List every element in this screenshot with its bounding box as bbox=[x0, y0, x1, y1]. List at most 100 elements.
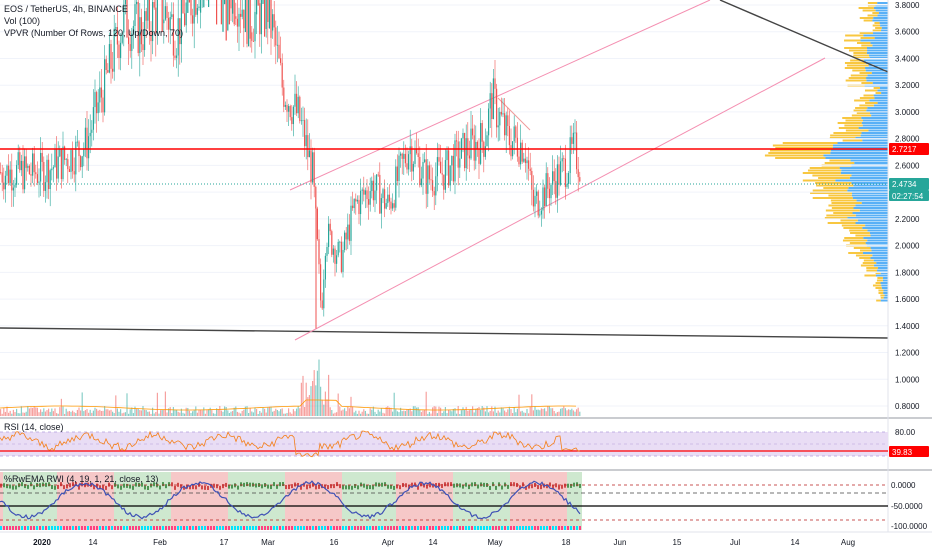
down-trendline[interactable] bbox=[719, 0, 889, 73]
candle-body bbox=[243, 9, 245, 29]
candle-body bbox=[238, 13, 240, 27]
vpvr-up-bar bbox=[823, 154, 888, 157]
rwema-spike bbox=[129, 484, 131, 489]
rwema-spike bbox=[453, 483, 455, 488]
rwema-band bbox=[102, 472, 105, 530]
candle-body bbox=[235, 16, 237, 19]
vpvr-down-bar bbox=[872, 12, 879, 14]
volume-bar bbox=[144, 409, 146, 416]
rsi-legend[interactable]: RSI (14, close) bbox=[4, 422, 64, 432]
price-pane[interactable] bbox=[0, 0, 888, 418]
rwema-bottom-bar bbox=[36, 526, 38, 530]
rwema-band bbox=[381, 472, 384, 530]
volume-bar bbox=[432, 407, 434, 416]
volume-bar bbox=[305, 382, 307, 416]
volume-bar bbox=[576, 409, 578, 416]
support-trendline[interactable] bbox=[0, 327, 889, 339]
rwema-bottom-bar bbox=[321, 526, 323, 530]
candle-body bbox=[422, 161, 424, 179]
volume-bar bbox=[379, 411, 381, 416]
rwema-band bbox=[309, 472, 312, 530]
volume-bar bbox=[324, 391, 326, 416]
rsi-value-badge-text: 39.83 bbox=[892, 448, 913, 457]
candle-body bbox=[284, 105, 286, 107]
rwema-band bbox=[240, 472, 243, 530]
volume-bar bbox=[334, 412, 336, 416]
volume-bar bbox=[430, 413, 432, 416]
rwema-bottom-bar bbox=[315, 526, 317, 530]
rwema-bottom-bar bbox=[231, 526, 233, 530]
vpvr-up-bar bbox=[863, 34, 888, 37]
candle-body bbox=[280, 58, 282, 63]
volume-bar bbox=[32, 407, 34, 416]
volume-bar bbox=[563, 406, 565, 416]
volume-bar bbox=[120, 409, 122, 416]
candle-body bbox=[449, 165, 451, 186]
volume-bar bbox=[190, 413, 192, 416]
volume-bar bbox=[481, 406, 483, 416]
symbol-legend[interactable]: EOS / TetherUS, 4h, BINANCE bbox=[4, 4, 128, 14]
candle-body bbox=[494, 78, 496, 89]
rwema-spike bbox=[477, 484, 479, 489]
candle-body bbox=[150, 30, 152, 42]
rwema-band bbox=[225, 472, 228, 530]
short-trendline[interactable] bbox=[497, 97, 531, 131]
time-axis[interactable] bbox=[0, 532, 932, 550]
volume-bar bbox=[244, 406, 246, 416]
price-tick-label: 2.2000 bbox=[895, 215, 920, 224]
rwema-bottom-bar bbox=[420, 526, 422, 530]
rwema-bottom-bar bbox=[336, 526, 338, 530]
vpvr-down-bar bbox=[874, 22, 880, 24]
channel-lower-line[interactable] bbox=[294, 57, 826, 341]
rwema-band bbox=[96, 472, 99, 530]
rwema-bottom-bar bbox=[201, 526, 203, 530]
rwema-bottom-bar bbox=[396, 526, 398, 530]
candle-body bbox=[544, 187, 546, 206]
rwema-spike bbox=[159, 485, 161, 490]
rwema-spike bbox=[366, 485, 368, 490]
candle-body bbox=[80, 156, 82, 168]
vpvr-up-bar bbox=[851, 194, 888, 197]
candle-body bbox=[350, 205, 352, 241]
rwema-bottom-bar bbox=[333, 526, 335, 530]
rwema-spike bbox=[327, 485, 329, 490]
rwema-bottom-bar bbox=[558, 526, 560, 530]
rwema-band bbox=[279, 472, 282, 530]
candle-body bbox=[144, 11, 146, 51]
candle-body bbox=[355, 198, 357, 202]
rwema-bottom-bar bbox=[471, 526, 473, 530]
volume-bar bbox=[25, 411, 27, 416]
rwema-bottom-bar bbox=[105, 526, 107, 530]
volume-bar bbox=[409, 408, 411, 416]
rwema-spike bbox=[39, 483, 41, 488]
candle-body bbox=[132, 26, 134, 34]
rwema-bottom-bar bbox=[519, 526, 521, 530]
vpvr-down-bar bbox=[855, 254, 873, 257]
rwema-legend[interactable]: %RwEMA RWI (4, 19, 1, 21, close, 13) bbox=[4, 474, 158, 484]
vpvr-up-bar bbox=[867, 229, 888, 232]
rwema-band bbox=[483, 472, 486, 530]
volume-bar bbox=[81, 392, 83, 416]
vpvr-legend[interactable]: VPVR (Number Of Rows, 120, Up/Down, 70) bbox=[4, 28, 183, 38]
volume-bar bbox=[478, 406, 480, 416]
channel-upper-line[interactable] bbox=[289, 0, 711, 191]
rwema-bottom-bar bbox=[72, 526, 74, 530]
rwema-bottom-bar bbox=[351, 526, 353, 530]
volume-bar bbox=[550, 408, 552, 416]
candle-body bbox=[465, 138, 467, 169]
candle-body bbox=[528, 160, 530, 169]
volume-legend[interactable]: Vol (100) bbox=[4, 16, 40, 26]
volume-bar bbox=[131, 407, 133, 416]
rwema-bottom-bar bbox=[117, 526, 119, 530]
candle-body bbox=[310, 150, 312, 183]
volume-bar bbox=[395, 408, 397, 416]
candle-body bbox=[148, 0, 150, 31]
vpvr-up-bar bbox=[871, 114, 888, 117]
candle-body bbox=[240, 13, 242, 17]
rwema-band bbox=[270, 472, 273, 530]
candle-body bbox=[102, 97, 104, 113]
volume-bar bbox=[187, 407, 189, 416]
rwema-spike bbox=[48, 482, 50, 487]
volume-bar bbox=[150, 413, 152, 416]
